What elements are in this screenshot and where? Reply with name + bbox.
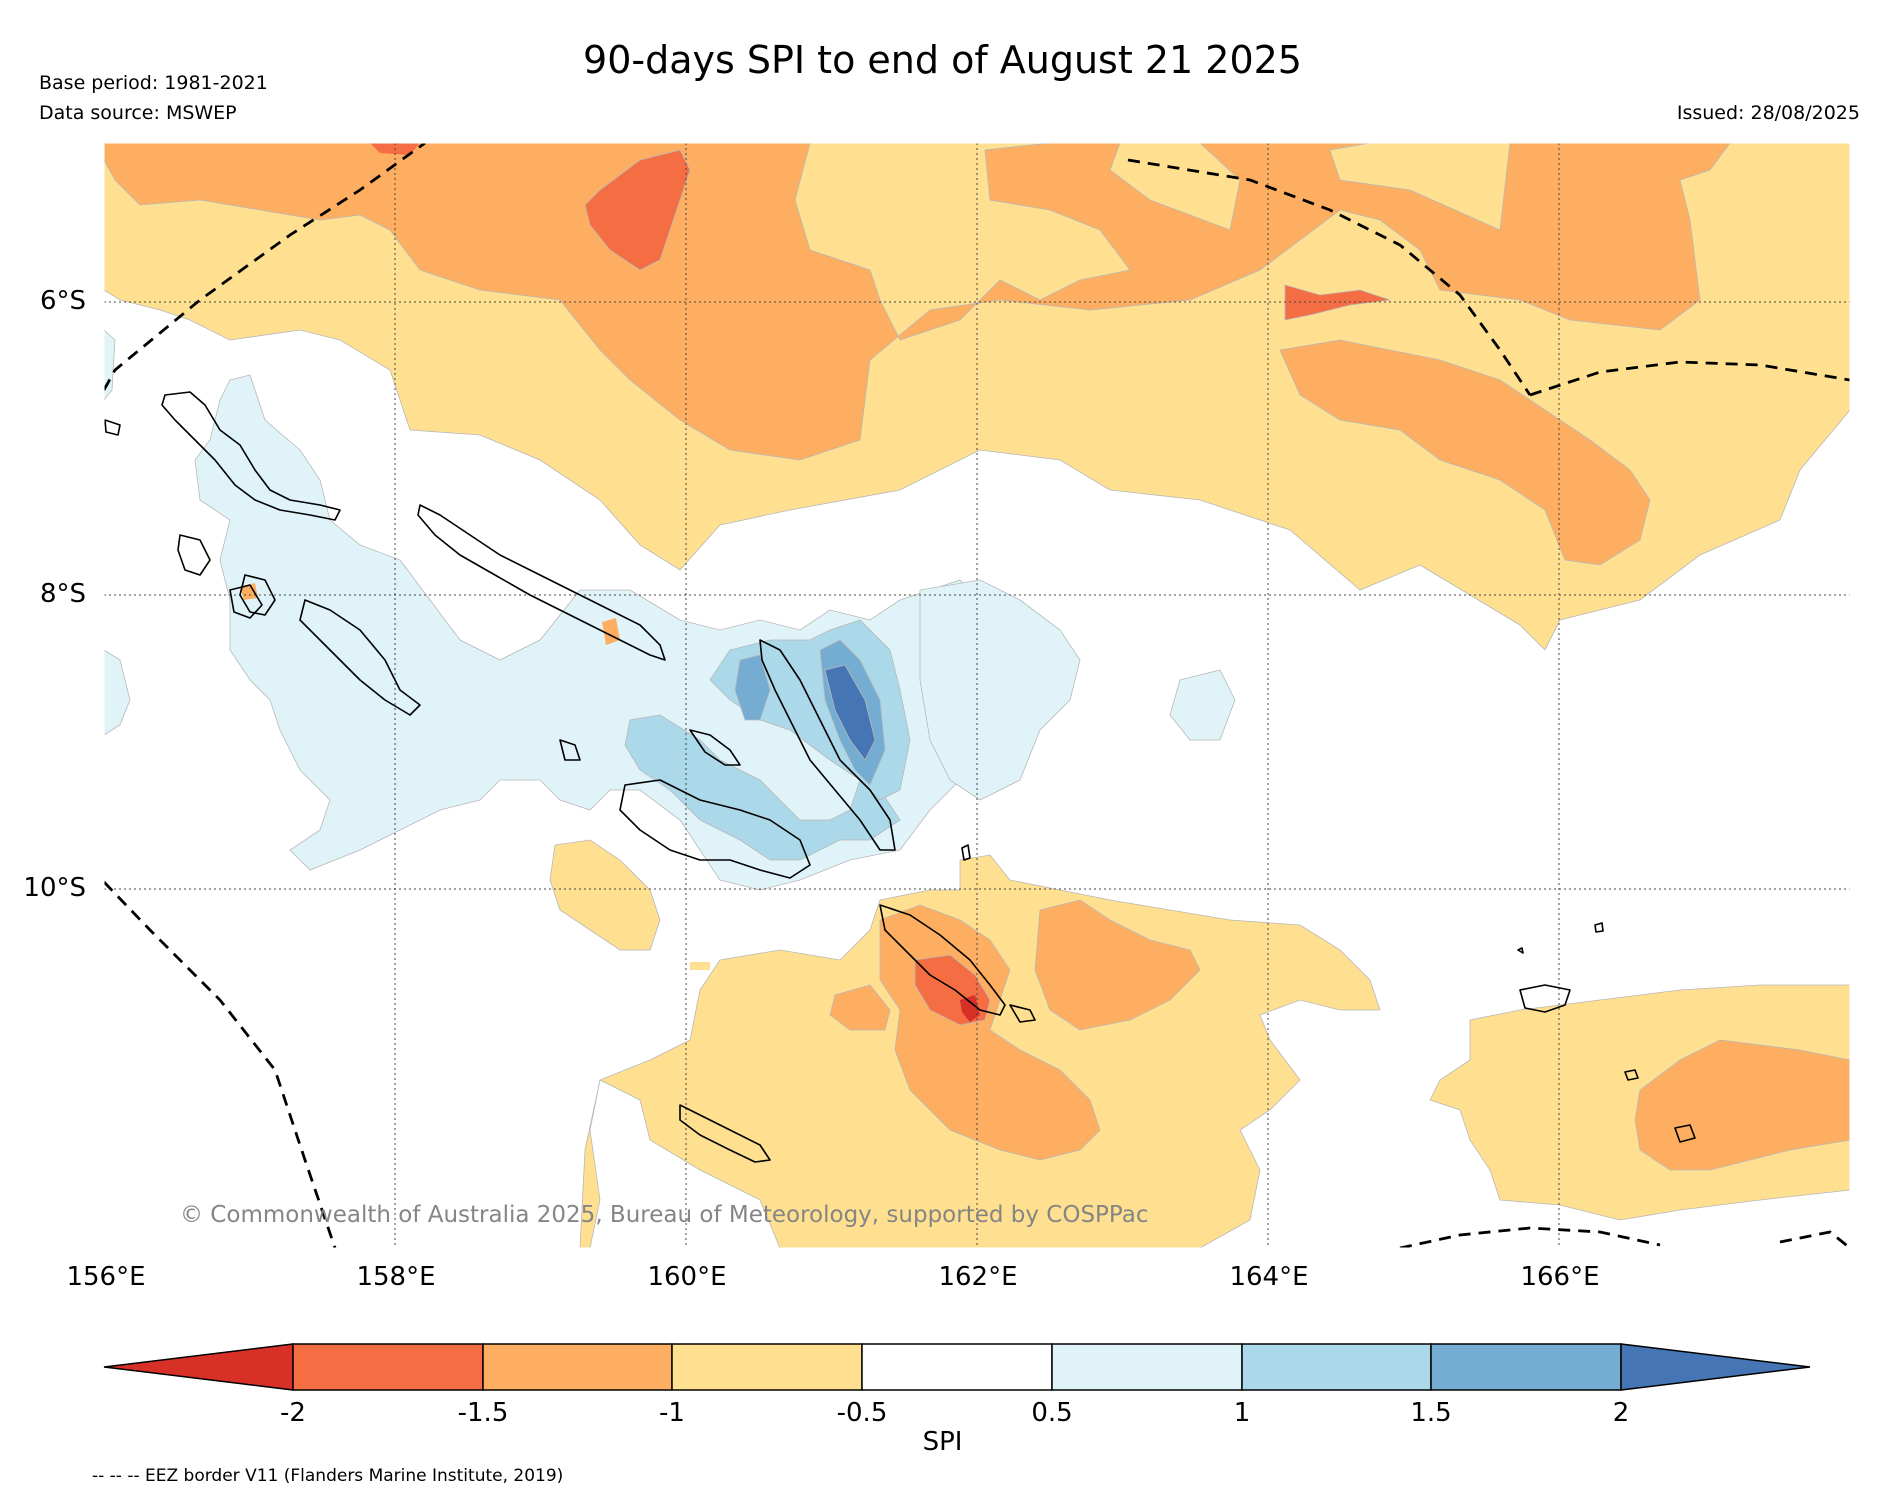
colorbar-tick: -2 xyxy=(280,1398,306,1428)
spi-region-south-medium-2 xyxy=(1034,899,1201,1031)
island-new-georgia xyxy=(299,599,421,716)
colorbar-tick: 1.5 xyxy=(1410,1398,1452,1428)
spi-region-north-medium xyxy=(104,143,1731,461)
colorbar-tick: 0.5 xyxy=(1031,1398,1073,1428)
colorbar-bin-1 xyxy=(292,1343,484,1391)
island-ngella xyxy=(689,729,741,766)
colorbar-bin-4 xyxy=(861,1343,1053,1391)
issued-date: Issued: 28/08/2025 xyxy=(1676,102,1860,124)
spi-region-severe-north xyxy=(584,149,691,271)
island-sikaiana xyxy=(961,844,971,861)
island-treasury xyxy=(104,419,121,436)
lon-label-160e: 160°E xyxy=(647,1262,727,1292)
spi-region-wet-light xyxy=(194,374,991,891)
island-small-west xyxy=(177,534,211,576)
colorbar-tick: 1 xyxy=(1233,1398,1251,1428)
spi-region-wet-medium xyxy=(624,714,901,861)
spi-region-wet-light-east xyxy=(919,579,1081,801)
colorbar-bin-2 xyxy=(482,1343,673,1391)
copyright-notice: © Commonwealth of Australia 2025, Bureau… xyxy=(180,1202,1149,1228)
spi-region-south-light-small xyxy=(690,962,710,970)
eez-footnote: -- -- -- EEZ border V11 (Flanders Marine… xyxy=(92,1466,564,1486)
colorbar-bin-6 xyxy=(1241,1343,1432,1391)
colorbar-tick: -1 xyxy=(659,1398,685,1428)
island-rennell xyxy=(679,1104,771,1163)
colorbar-tick: -0.5 xyxy=(836,1398,888,1428)
spi-region-east-medium xyxy=(1279,339,1651,566)
colorbar-bin-3 xyxy=(671,1343,863,1391)
spi-region-south-medium-east xyxy=(1634,1039,1850,1171)
lat-label-8s: 8°S xyxy=(39,579,86,609)
spi-region-south-medium-3 xyxy=(829,984,891,1031)
coastlines xyxy=(104,391,1696,1163)
colorbar xyxy=(103,1343,1811,1391)
lon-label-162e: 162°E xyxy=(938,1262,1018,1292)
map-frame xyxy=(103,142,1851,1249)
colorbar-label: SPI xyxy=(922,1427,963,1457)
eez-borders xyxy=(104,143,1850,1248)
lat-label-6s: 6°S xyxy=(39,286,86,316)
island-vanikoro xyxy=(1674,1124,1696,1143)
lon-label-164e: 164°E xyxy=(1229,1262,1309,1292)
lon-label-156e: 156°E xyxy=(66,1262,146,1292)
spi-region-wet-strong xyxy=(734,654,771,721)
lon-label-166e: 166°E xyxy=(1520,1262,1600,1292)
base-period: Base period: 1981-2021 xyxy=(39,72,268,94)
colorbar-bin-7 xyxy=(1430,1343,1622,1391)
data-source: Data source: MSWEP xyxy=(39,102,237,124)
island-tikopia xyxy=(1624,1069,1639,1081)
spi-region-wet-light-west xyxy=(104,649,131,736)
spi-region-wet-light-e2 xyxy=(1169,669,1236,741)
island-makira-east xyxy=(1009,1004,1036,1023)
lat-label-10s: 10°S xyxy=(23,873,86,903)
island-guadalcanal xyxy=(619,779,811,879)
island-reef xyxy=(1517,947,1524,954)
colorbar-extend-high xyxy=(1620,1343,1811,1391)
graticule xyxy=(104,143,1850,1248)
map-title: 90-days SPI to end of August 21 2025 xyxy=(583,38,1302,82)
island-savo xyxy=(559,739,581,761)
lon-label-158e: 158°E xyxy=(356,1262,436,1292)
island-bougainville xyxy=(161,391,341,521)
colorbar-tick: 2 xyxy=(1612,1398,1630,1428)
spi-region-south-light-west xyxy=(549,839,661,951)
island-duff xyxy=(1594,922,1604,933)
island-shortland xyxy=(229,584,263,619)
spi-field xyxy=(104,143,1850,1248)
island-vella xyxy=(239,574,276,616)
island-choiseul xyxy=(417,504,666,661)
spi-region-wet-extreme xyxy=(824,664,876,761)
island-malaita xyxy=(879,904,1006,1016)
colorbar-bin-5 xyxy=(1051,1343,1243,1391)
island-isabel xyxy=(759,639,896,851)
colorbar-tick: -1.5 xyxy=(457,1398,509,1428)
colorbar-extend-low xyxy=(103,1343,294,1391)
island-santa-cruz xyxy=(1519,984,1571,1013)
spi-region-south-extreme xyxy=(960,995,980,1022)
spi-spot xyxy=(240,583,258,600)
